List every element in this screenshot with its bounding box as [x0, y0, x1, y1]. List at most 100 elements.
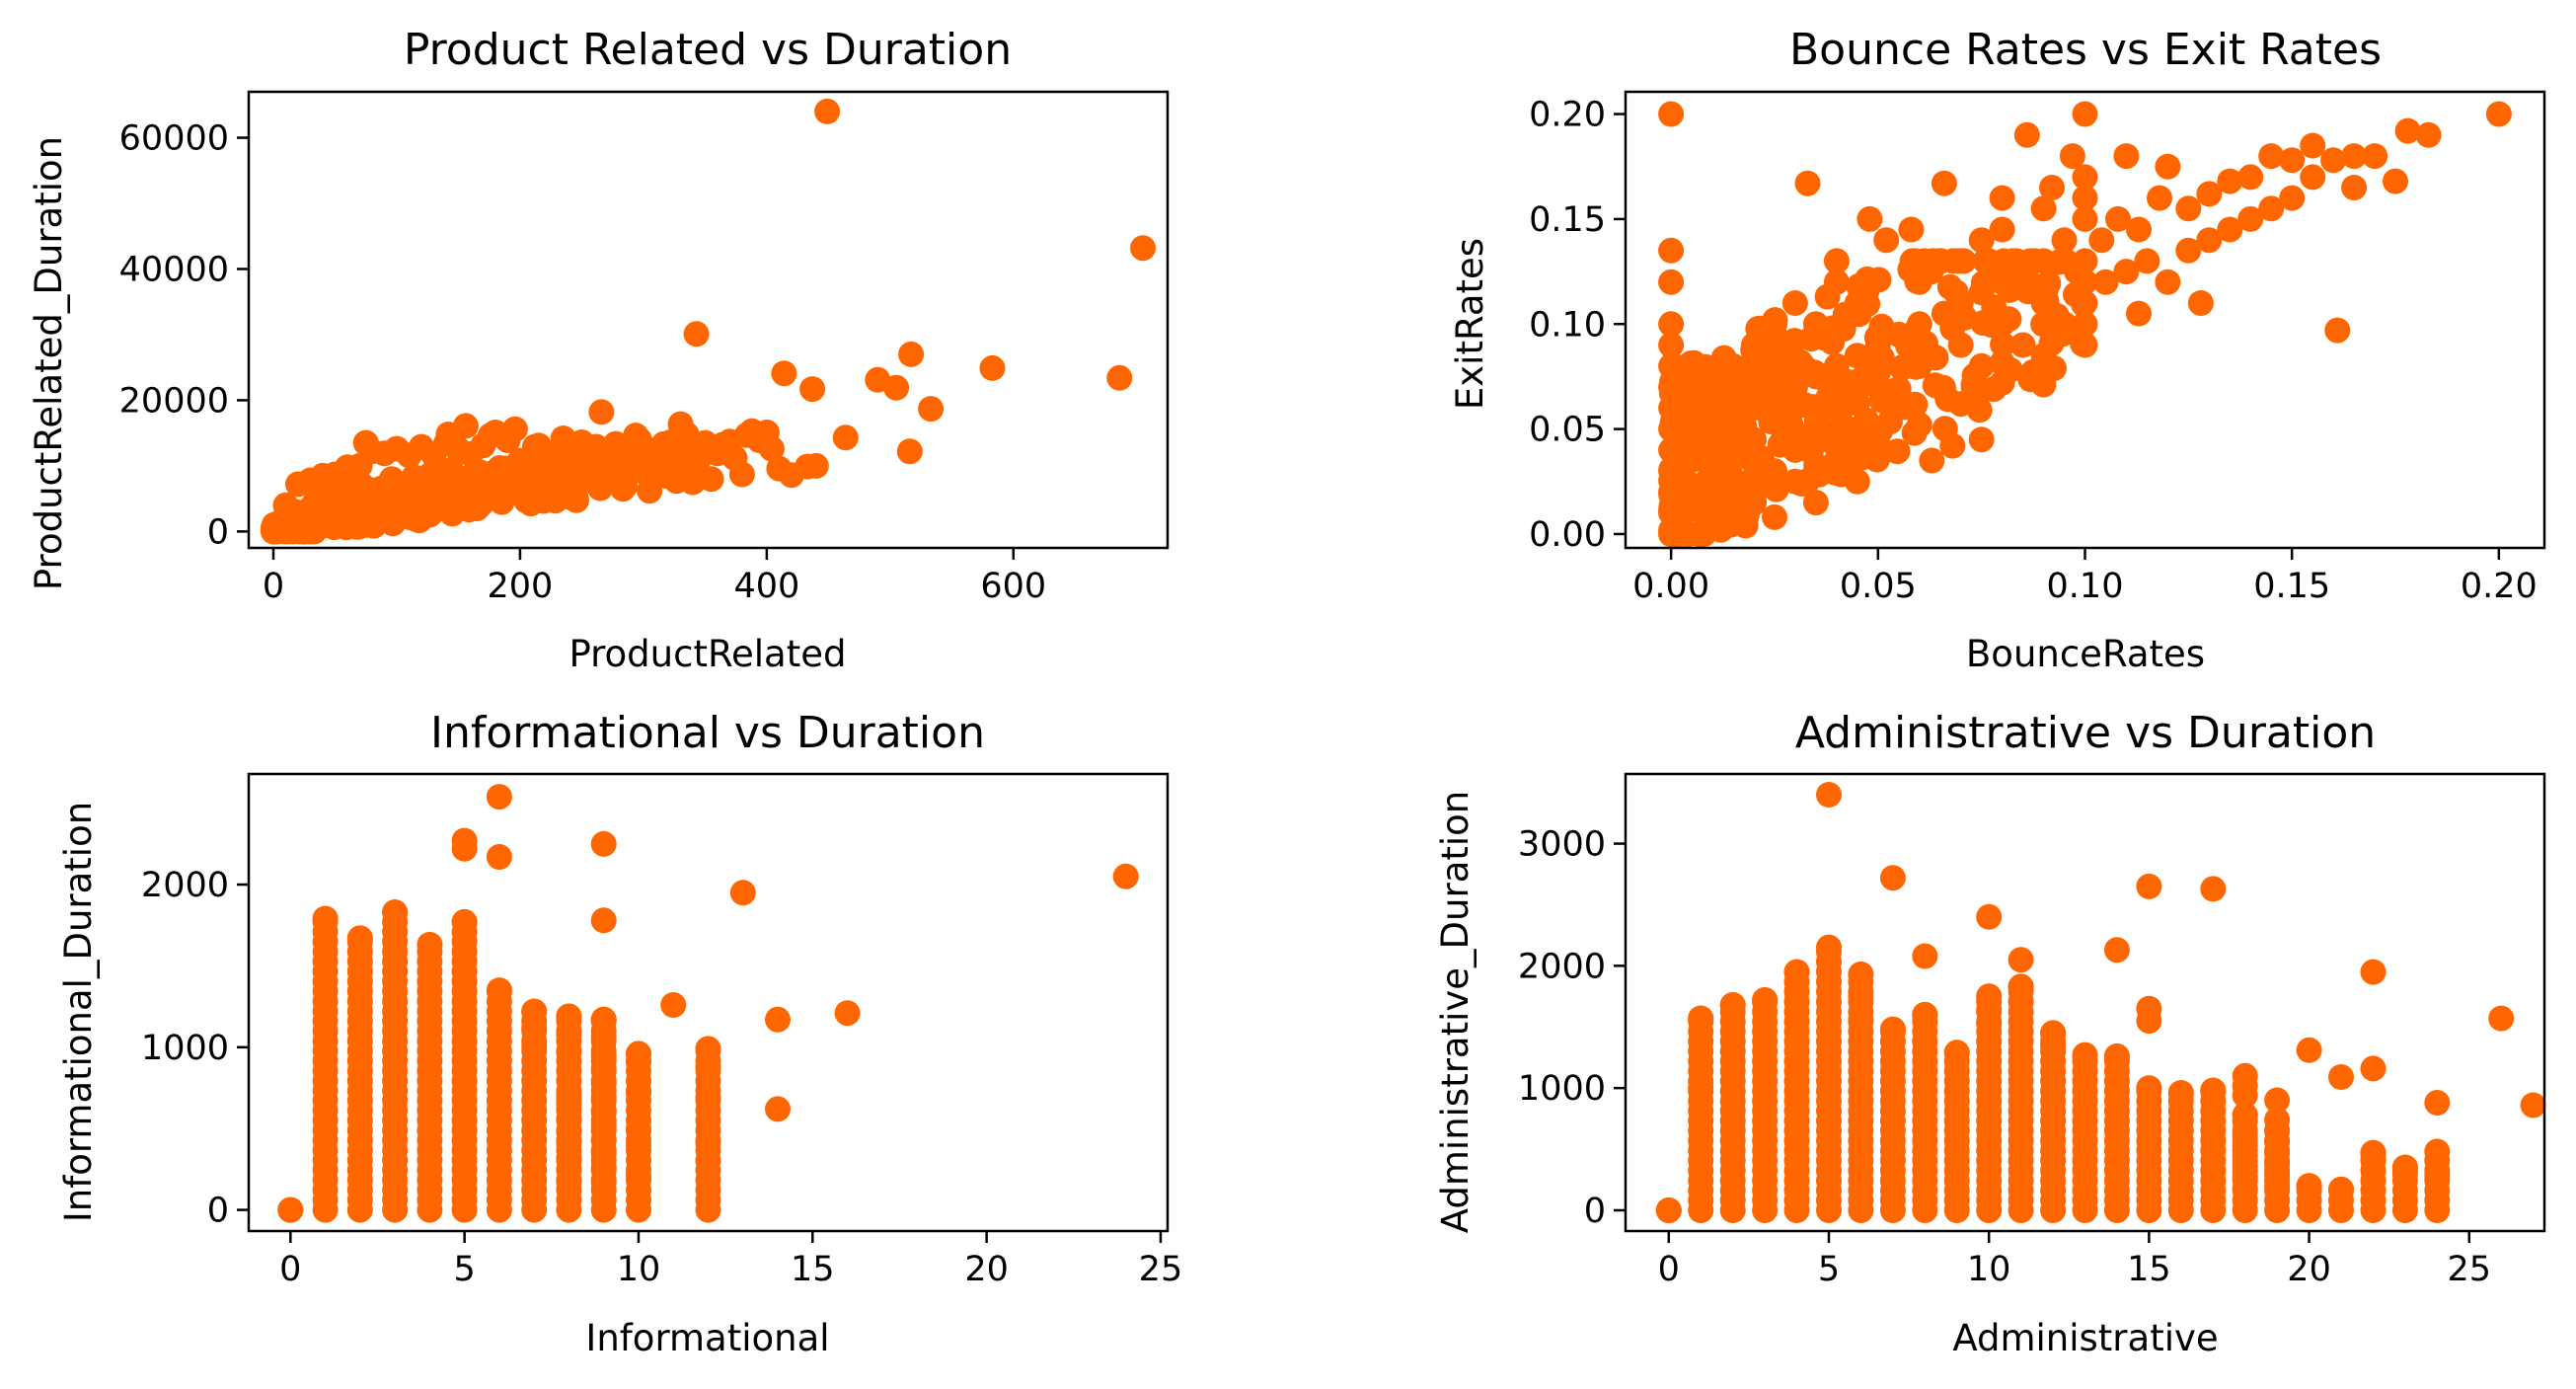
scatter-point [2072, 290, 2098, 316]
chart-title: Informational vs Duration [430, 708, 985, 758]
scatter-point [2296, 1173, 2322, 1199]
scatter-point [2424, 1138, 2451, 1165]
scatter-point [1823, 352, 1850, 379]
scatter-point [1658, 374, 1685, 401]
chart-title: Administrative vs Duration [1795, 708, 2376, 758]
scatter-point [590, 907, 617, 934]
scatter-point [1823, 447, 1850, 474]
scatter-point [2059, 143, 2085, 170]
scatter-point [1112, 863, 1139, 889]
scatter-point [2485, 101, 2512, 127]
scatter-point [799, 376, 826, 403]
scatter-point [1700, 416, 1726, 442]
scatter-point [2391, 1154, 2418, 1181]
scatter-point [1741, 426, 1767, 453]
scatter-point [2167, 1080, 2194, 1107]
y-tick-label: 40000 [119, 250, 229, 289]
scatter-point [1778, 340, 1804, 366]
scatter-point [2030, 248, 2057, 274]
scatter-point [2300, 132, 2326, 159]
scatter-point [1989, 369, 2015, 396]
y-axis-label: ExitRates [1449, 238, 1491, 410]
x-ticks: 0 200 400 600 [263, 548, 1046, 606]
scatter-point [2264, 1173, 2291, 1199]
x-tick-label: 0.05 [1840, 567, 1917, 606]
scatter-point [2232, 1102, 2258, 1128]
scatter-point [2360, 959, 2387, 985]
scatter-point [1688, 1005, 1714, 1032]
scatter-point [1658, 352, 1685, 379]
scatter-point [521, 1015, 548, 1041]
scatter-point [1658, 395, 1685, 422]
x-tick-label: 0.20 [2461, 567, 2538, 606]
scatter-point [896, 438, 923, 465]
y-tick-label: 0 [1584, 1192, 1606, 1231]
scatter-point [1679, 426, 1705, 453]
scatter-point [1968, 426, 1995, 453]
y-tick-label: 3000 [1518, 825, 1606, 865]
y-ticks: 0 1000 2000 [141, 866, 249, 1231]
y-axis-label: Informational_Duration [57, 802, 100, 1222]
scatter-point [2217, 216, 2243, 243]
scatter-point [2258, 195, 2285, 222]
scatter-point [588, 399, 615, 425]
y-tick-label: 1000 [141, 1029, 229, 1068]
y-tick-label: 0.05 [1529, 411, 1606, 450]
scatter-point [1658, 101, 1685, 127]
scatter-point [2279, 147, 2306, 174]
x-tick-label: 0.15 [2253, 567, 2330, 606]
x-tick-label: 0 [279, 1250, 301, 1289]
scatter-point [486, 844, 512, 870]
x-tick-label: 600 [980, 567, 1046, 606]
scatter-points [261, 98, 1156, 545]
scatter-point [2030, 311, 2057, 338]
scatter-point [2051, 227, 2078, 254]
scatter-point [1783, 959, 1810, 985]
y-tick-label: 1000 [1518, 1069, 1606, 1109]
x-tick-label: 0.00 [1632, 567, 1709, 606]
x-ticks: 0 5 10 15 20 25 [279, 1231, 1182, 1289]
scatter-point [1732, 512, 1759, 539]
scatter-point [556, 1021, 582, 1047]
scatter-point [1981, 294, 2008, 321]
scatter-point [1679, 479, 1705, 505]
scatter-point [771, 360, 797, 387]
scatter-point [2394, 117, 2421, 144]
scatter-point [1844, 290, 1870, 316]
scatter-point [729, 880, 756, 906]
scatter-point [2415, 121, 2442, 148]
scatter-point [2424, 1163, 2451, 1190]
scatter-point [486, 977, 512, 1004]
scatter-point [2040, 1032, 2067, 1058]
subplot-product-related-vs-duration: Product Related vs Duration ProductRelat… [28, 25, 1170, 675]
scatter-point [2088, 227, 2115, 254]
scatter-point [2064, 259, 2090, 285]
scatter-point [2196, 181, 2223, 207]
scatter-point [451, 835, 478, 862]
scatter-point [277, 1196, 304, 1223]
scatter-point [1678, 350, 1705, 376]
scatter-point [1741, 332, 1767, 358]
scatter-point [918, 396, 945, 423]
scatter-point [2030, 343, 2057, 369]
scatter-point [1873, 227, 1900, 254]
scatter-point [2360, 1055, 2387, 1082]
scatter-point [898, 341, 925, 367]
scatter-point [1848, 962, 1874, 987]
scatter-point [2022, 273, 2049, 299]
x-tick-label: 15 [2127, 1250, 2171, 1289]
scatter-point [417, 932, 443, 958]
x-tick-label: 25 [2447, 1250, 2491, 1289]
scatter-point [1912, 1001, 1938, 1028]
scatter-point [2155, 269, 2181, 295]
scatter-point [1864, 432, 1891, 459]
scatter-point [346, 925, 373, 952]
scatter-point [590, 1006, 617, 1033]
scatter-point [2072, 101, 2098, 127]
scatter-point [1658, 458, 1685, 485]
scatter-point [1762, 503, 1787, 530]
scatter-point [2103, 937, 2130, 964]
scatter-point [2072, 205, 2098, 232]
scatter-point [556, 1169, 582, 1196]
scatter-point [1864, 332, 1891, 358]
